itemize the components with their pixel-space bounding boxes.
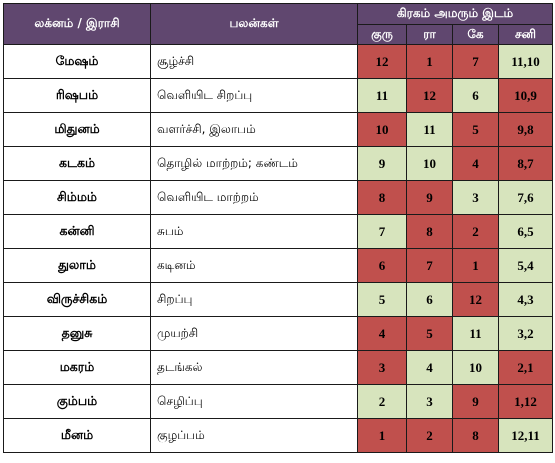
ke-cell: 7 (452, 44, 499, 79)
benefit-cell: முயற்சி (150, 316, 358, 351)
ra-cell: 5 (406, 316, 453, 351)
table-row: கன்னி சுபம் 7 8 2 6,5 (3, 214, 553, 249)
ke-cell: 9 (452, 384, 499, 419)
ra-cell: 2 (406, 418, 453, 453)
ra-cell: 11 (406, 112, 453, 147)
guru-cell: 2 (357, 384, 407, 419)
table-row: சிம்மம் வெளியிட மாற்றம் 8 9 3 7,6 (3, 180, 553, 215)
sign-cell: மகரம் (3, 350, 151, 385)
guru-cell: 12 (357, 44, 407, 79)
ra-cell: 9 (406, 180, 453, 215)
guru-cell: 4 (357, 316, 407, 351)
sani-cell: 4,3 (498, 282, 553, 317)
ke-cell: 10 (452, 350, 499, 385)
benefit-cell: தொழில் மாற்றம்; கண்டம் (150, 146, 358, 181)
table-row: மீனம் குழப்பம் 1 2 8 12,11 (3, 418, 553, 453)
table-row: கும்பம் செழிப்பு 2 3 9 1,12 (3, 384, 553, 419)
table-row: துலாம் கடினம் 6 7 1 5,4 (3, 248, 553, 283)
sani-cell: 5,4 (498, 248, 553, 283)
sani-cell: 6,5 (498, 214, 553, 249)
benefit-cell: கடினம் (150, 248, 358, 283)
header-guru: குரு (357, 24, 407, 45)
guru-cell: 6 (357, 248, 407, 283)
header-sani: சனி (498, 24, 553, 45)
guru-cell: 10 (357, 112, 407, 147)
benefit-cell: சுபம் (150, 214, 358, 249)
ra-cell: 6 (406, 282, 453, 317)
sign-cell: துலாம் (3, 248, 151, 283)
sani-cell: 2,1 (498, 350, 553, 385)
sani-cell: 9,8 (498, 112, 553, 147)
sign-cell: ரிஷபம் (3, 78, 151, 113)
sign-cell: சிம்மம் (3, 180, 151, 215)
benefit-cell: செழிப்பு (150, 384, 358, 419)
ra-cell: 10 (406, 146, 453, 181)
header-benefit: பலன்கள் (150, 3, 358, 45)
benefit-cell: குழப்பம் (150, 418, 358, 453)
guru-cell: 5 (357, 282, 407, 317)
benefit-cell: சூழ்ச்சி (150, 44, 358, 79)
sani-cell: 11,10 (498, 44, 553, 79)
guru-cell: 8 (357, 180, 407, 215)
ke-cell: 12 (452, 282, 499, 317)
header-ke: கே (452, 24, 499, 45)
sign-cell: கன்னி (3, 214, 151, 249)
sani-cell: 7,6 (498, 180, 553, 215)
guru-cell: 7 (357, 214, 407, 249)
header-ra: ரா (406, 24, 453, 45)
table-row: தனுசு முயற்சி 4 5 11 3,2 (3, 316, 553, 351)
ke-cell: 1 (452, 248, 499, 283)
sign-cell: கடகம் (3, 146, 151, 181)
sign-cell: தனுசு (3, 316, 151, 351)
ra-cell: 4 (406, 350, 453, 385)
table-row: மகரம் தடங்கல் 3 4 10 2,1 (3, 350, 553, 385)
guru-cell: 11 (357, 78, 407, 113)
guru-cell: 1 (357, 418, 407, 453)
sign-cell: கும்பம் (3, 384, 151, 419)
table-row: மிதுனம் வளர்ச்சி, இலாபம் 10 11 5 9,8 (3, 112, 553, 147)
ra-cell: 8 (406, 214, 453, 249)
sign-cell: மிதுனம் (3, 112, 151, 147)
ke-cell: 11 (452, 316, 499, 351)
ke-cell: 8 (452, 418, 499, 453)
table-row: ரிஷபம் வெளியிட சிறப்பு 11 12 6 10,9 (3, 78, 553, 113)
sani-cell: 12,11 (498, 418, 553, 453)
sign-cell: மேஷம் (3, 44, 151, 79)
ke-cell: 3 (452, 180, 499, 215)
header-planet-position: கிரகம் அமரும் இடம் (357, 3, 553, 25)
ke-cell: 5 (452, 112, 499, 147)
ra-cell: 12 (406, 78, 453, 113)
table-row: மேஷம் சூழ்ச்சி 12 1 7 11,10 (3, 44, 553, 79)
table-row: விருச்சிகம் சிறப்பு 5 6 12 4,3 (3, 282, 553, 317)
table-row: கடகம் தொழில் மாற்றம்; கண்டம் 9 10 4 8,7 (3, 146, 553, 181)
sani-cell: 3,2 (498, 316, 553, 351)
header-sign: லக்னம் / இராசி (3, 3, 151, 45)
ra-cell: 3 (406, 384, 453, 419)
ke-cell: 6 (452, 78, 499, 113)
benefit-cell: வெளியிட மாற்றம் (150, 180, 358, 215)
sani-cell: 8,7 (498, 146, 553, 181)
benefit-cell: வெளியிட சிறப்பு (150, 78, 358, 113)
benefit-cell: சிறப்பு (150, 282, 358, 317)
planet-position-table: லக்னம் / இராசி பலன்கள் கிரகம் அமரும் இடம… (3, 3, 553, 453)
sani-cell: 10,9 (498, 78, 553, 113)
benefit-cell: தடங்கல் (150, 350, 358, 385)
guru-cell: 9 (357, 146, 407, 181)
ra-cell: 1 (406, 44, 453, 79)
benefit-cell: வளர்ச்சி, இலாபம் (150, 112, 358, 147)
ke-cell: 2 (452, 214, 499, 249)
ke-cell: 4 (452, 146, 499, 181)
sign-cell: மீனம் (3, 418, 151, 453)
guru-cell: 3 (357, 350, 407, 385)
sign-cell: விருச்சிகம் (3, 282, 151, 317)
ra-cell: 7 (406, 248, 453, 283)
sani-cell: 1,12 (498, 384, 553, 419)
